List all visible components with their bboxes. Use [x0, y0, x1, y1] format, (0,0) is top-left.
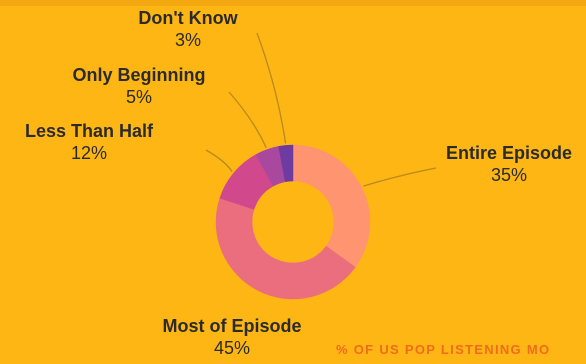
slice-category: Don't Know — [138, 8, 238, 28]
donut-slice-entire-episode — [292, 144, 371, 268]
slice-category: Less Than Half — [24, 121, 154, 141]
slice-value: 5% — [125, 86, 152, 107]
slice-category: Entire Episode — [445, 143, 573, 163]
slice-label-dont-know: Don't Know 3% — [128, 8, 248, 51]
top-strip — [0, 0, 586, 6]
leader-line — [228, 91, 267, 148]
donut-slices — [215, 144, 371, 300]
donut-slice-don-t-know — [278, 144, 294, 183]
slice-label-less-than-half: Less Than Half 12% — [14, 121, 164, 164]
leader-line — [205, 149, 233, 173]
slice-value: 45% — [213, 337, 251, 358]
slice-value: 3% — [174, 29, 201, 50]
footer-caption: % OF US POP LISTENING MO — [336, 342, 551, 357]
leader-lines — [205, 32, 437, 187]
slice-category: Most of Episode — [162, 316, 302, 336]
slice-label-most-of-episode: Most of Episode 45% — [150, 316, 314, 359]
slice-label-entire-episode: Entire Episode 35% — [438, 143, 580, 186]
slice-value: 12% — [70, 142, 108, 163]
donut-slice-most-of-episode — [215, 197, 356, 300]
slice-category: Only Beginning — [72, 65, 206, 85]
slice-value: 35% — [490, 164, 528, 185]
leader-line — [363, 167, 437, 187]
leader-line — [256, 32, 287, 144]
slice-label-only-beginning: Only Beginning 5% — [60, 65, 218, 108]
